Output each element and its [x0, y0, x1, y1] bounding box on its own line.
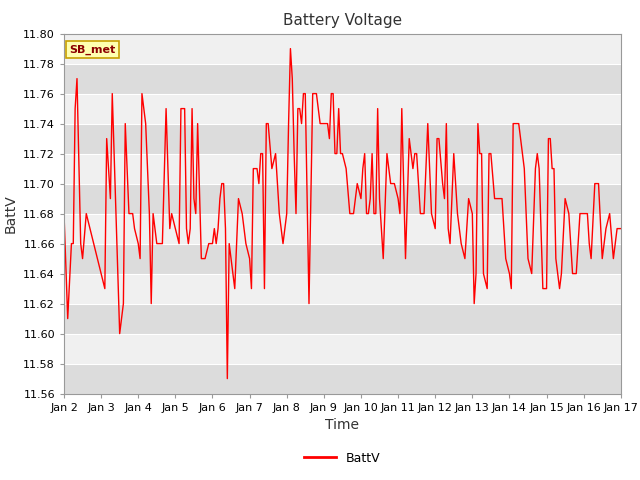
- Legend: BattV: BattV: [300, 447, 385, 469]
- Y-axis label: BattV: BattV: [4, 194, 17, 233]
- X-axis label: Time: Time: [325, 418, 360, 432]
- Bar: [64, 183, 621, 214]
- Bar: [64, 363, 621, 394]
- Text: SB_met: SB_met: [70, 44, 116, 55]
- Bar: [64, 63, 621, 94]
- Title: Battery Voltage: Battery Voltage: [283, 13, 402, 28]
- Bar: [64, 243, 621, 274]
- Bar: [64, 123, 621, 154]
- Bar: [64, 303, 621, 334]
